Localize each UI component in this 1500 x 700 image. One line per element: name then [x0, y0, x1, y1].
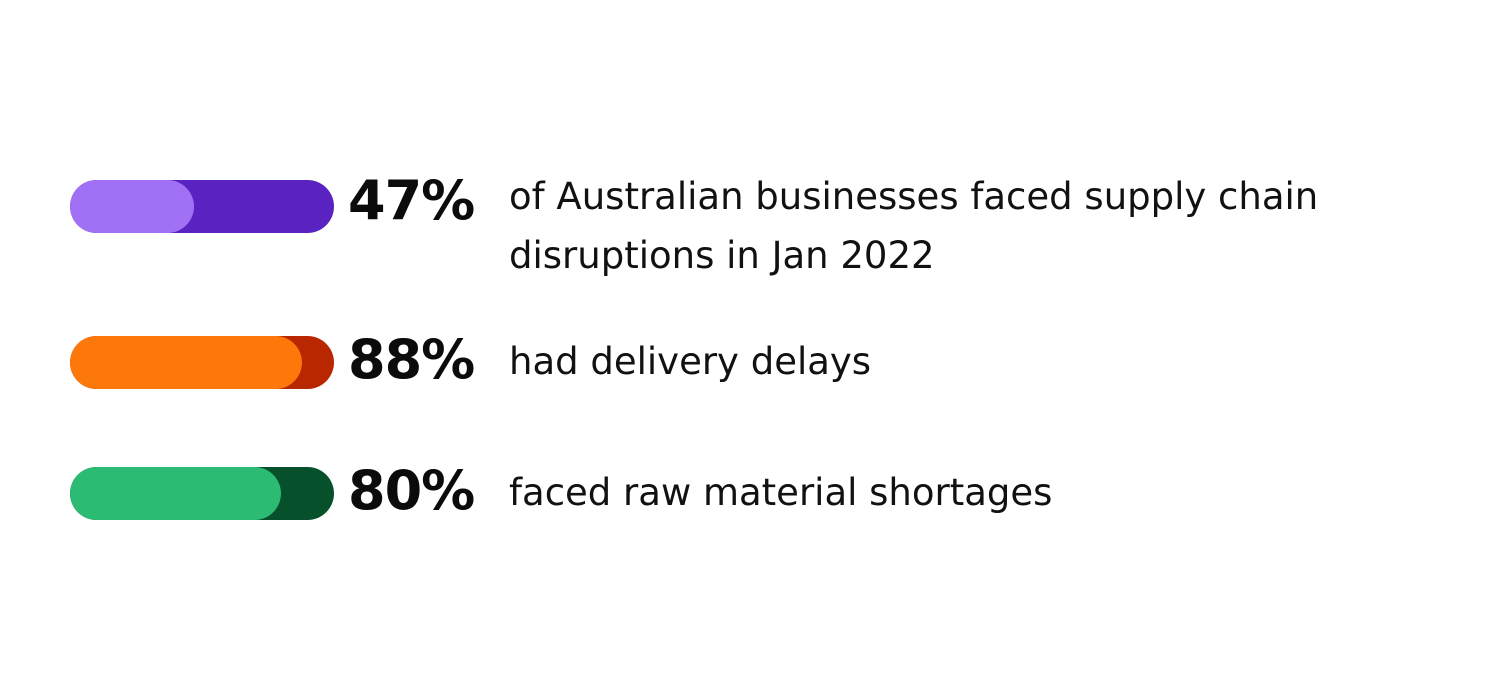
progress-bar-fill — [70, 180, 195, 233]
progress-bar-fill — [70, 467, 282, 520]
progress-bar-track — [70, 336, 334, 389]
stat-percentage: 80% — [348, 459, 475, 522]
stat-description: of Australian businesses faced supply ch… — [509, 175, 1319, 277]
progress-bar-fill — [70, 336, 303, 389]
stat-percentage: 47% — [348, 169, 475, 232]
progress-bar-track — [70, 180, 334, 233]
stat-description: faced raw material shortages — [509, 471, 1053, 514]
stat-description: had delivery delays — [509, 340, 872, 383]
progress-bar-track — [70, 467, 334, 520]
stat-percentage: 88% — [348, 328, 475, 391]
